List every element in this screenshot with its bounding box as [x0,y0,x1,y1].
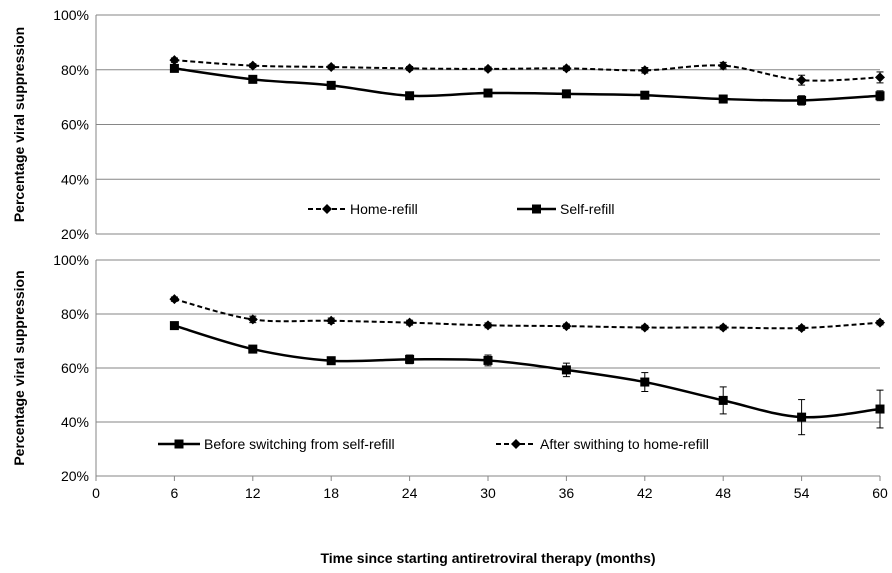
x-tick-label: 24 [402,485,418,501]
data-point-square [875,404,885,414]
x-tick-label: 54 [794,485,810,501]
data-point-diamond [404,317,415,328]
data-point-square [875,91,885,101]
series-line [174,298,881,330]
data-point-square [405,354,415,364]
series-home-refill [169,55,885,86]
legend-item: After swithing to home-refill [496,436,709,452]
series-self-refill [169,63,885,106]
x-tick-label: 30 [480,485,496,501]
data-point-diamond [511,439,521,449]
data-point-square [248,344,258,354]
data-point-diamond [326,315,337,326]
data-point-diamond [483,320,493,331]
data-point-square [483,88,493,98]
legend: Home-refill Self-refill [308,201,614,217]
y-tick-label: 60% [61,360,89,376]
data-point-square [174,439,184,449]
y-tick-label: 20% [61,226,89,242]
series-line [174,59,881,82]
x-tick-label: 36 [559,485,575,501]
data-point-square [532,204,541,214]
x-tick-label: 18 [323,485,339,501]
data-point-diamond [639,322,650,333]
data-point-square [561,365,571,375]
data-point-diamond [169,55,180,66]
data-point-diamond [247,60,258,71]
series-before-switching-from-self-refill [169,321,885,436]
data-point-square [640,90,650,100]
data-point-diamond [483,63,493,74]
data-point-square [248,74,258,84]
data-point-square [561,89,571,99]
y-tick-label: 100% [53,252,89,268]
x-axis-title: Time since starting antiretroviral thera… [320,550,655,566]
data-point-square [797,95,807,105]
data-point-square [169,321,179,331]
data-point-diamond [718,322,729,333]
data-point-square [169,63,179,73]
data-point-square [718,395,728,405]
x-tick-label: 42 [637,485,653,501]
data-point-diamond [322,204,332,214]
legend-label: After swithing to home-refill [540,436,709,452]
data-point-diamond [326,62,337,73]
legend-item: Self-refill [517,201,614,217]
data-point-diamond [247,314,258,325]
data-point-diamond [796,323,807,334]
y-tick-label: 100% [53,7,89,23]
y-axis-title: Percentage viral suppression [11,27,27,222]
legend-label: Before switching from self-refill [204,436,395,452]
top-panel: 20% 40% 60% 80% 100% Percentage viral suppres… [11,7,885,242]
y-tick-label: 80% [61,62,89,78]
y-tick-label: 60% [61,117,89,133]
x-tick-label: 0 [92,485,100,501]
data-point-square [640,377,650,387]
series-after-swithing-to-home-refill [169,294,885,334]
legend-label: Self-refill [560,201,614,217]
x-tick-label: 60 [872,485,888,501]
data-point-square [718,94,728,104]
x-tick-label: 48 [715,485,731,501]
bottom-panel: 20% 40% 60% 80% 100% 0 6 12 18 24 30 36 42 48 54 60 Perc… [11,252,888,501]
series-line [174,67,881,102]
series-line [174,324,881,419]
y-tick-label: 40% [61,171,89,187]
y-tick-label: 20% [61,468,89,484]
data-point-diamond [875,317,885,328]
x-tick-label: 6 [171,485,179,501]
data-point-diamond [639,65,650,76]
data-point-diamond [718,60,729,71]
data-point-diamond [875,72,885,83]
data-point-square [483,355,493,365]
data-point-diamond [404,63,415,74]
legend-item: Before switching from self-refill [158,436,395,452]
legend-label: Home-refill [350,201,418,217]
data-point-square [326,356,336,366]
data-point-diamond [169,294,180,305]
data-point-diamond [561,321,572,332]
data-point-square [326,80,336,90]
y-axis-title: Percentage viral suppression [11,270,27,465]
data-point-diamond [561,63,572,74]
legend-item: Home-refill [308,201,418,217]
y-tick-label: 80% [61,306,89,322]
data-point-square [405,91,415,101]
data-point-diamond [796,75,807,86]
data-point-square [797,412,807,422]
legend: Before switching from self-refill After s… [158,436,709,452]
y-tick-label: 40% [61,414,89,430]
x-tick-label: 12 [245,485,261,501]
